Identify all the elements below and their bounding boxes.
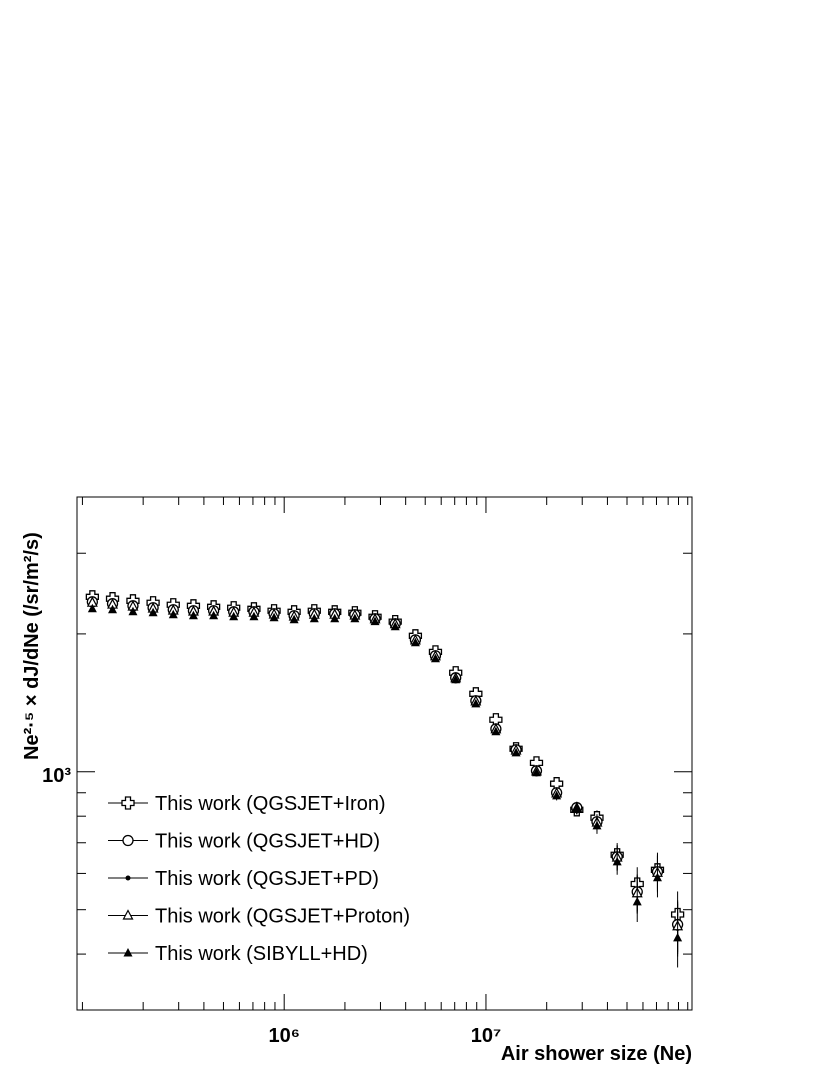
- marker-triangle-filled: [269, 612, 279, 622]
- marker-triangle-filled: [330, 613, 340, 623]
- marker-triangle-filled: [370, 616, 380, 626]
- marker-triangle-filled: [612, 856, 622, 866]
- marker-circle: [122, 834, 134, 847]
- marker-triangle-filled: [491, 726, 501, 736]
- marker-dot: [125, 875, 131, 881]
- marker-triangle-filled: [451, 674, 461, 684]
- marker-triangle-filled: [128, 606, 138, 616]
- marker-triangle-filled: [673, 932, 683, 942]
- legend-label: This work (QGSJET+Iron): [155, 793, 386, 815]
- marker-triangle-filled: [592, 820, 602, 830]
- marker-triangle-filled: [531, 767, 541, 777]
- y-tick-label: 10³: [42, 765, 71, 787]
- x-tick-label: 10⁷: [471, 1025, 502, 1047]
- marker-triangle-filled: [87, 603, 97, 613]
- marker-triangle-filled: [148, 607, 158, 617]
- marker-triangle-filled: [188, 610, 198, 620]
- marker-triangle-filled: [168, 609, 178, 619]
- marker-triangle-filled: [430, 653, 440, 663]
- legend-label: This work (SIBYLL+HD): [155, 943, 368, 965]
- marker-cross: [121, 796, 135, 810]
- marker-triangle-filled: [390, 621, 400, 631]
- marker-triangle-filled: [229, 611, 239, 621]
- marker-triangle-filled: [309, 613, 319, 623]
- marker-triangle: [122, 909, 134, 920]
- marker-triangle-filled: [289, 614, 299, 624]
- legend-label: This work (QGSJET+Proton): [155, 906, 410, 928]
- marker-triangle-filled: [209, 610, 219, 620]
- marker-triangle-filled: [511, 747, 521, 757]
- marker-triangle-filled: [249, 611, 259, 621]
- marker-triangle-filled: [410, 637, 420, 647]
- marker-triangle-filled: [652, 872, 662, 882]
- marker-triangle-filled: [552, 790, 562, 800]
- marker-triangle-filled: [123, 948, 133, 957]
- marker-triangle-filled: [572, 802, 582, 812]
- marker-triangle-filled: [350, 613, 360, 623]
- x-tick-label: 10⁶: [268, 1025, 299, 1047]
- marker-triangle-filled: [108, 604, 118, 614]
- y-axis-title: Ne²·⁵ × dJ/dNe (/sr/m²/s): [21, 532, 43, 760]
- marker-triangle-filled: [471, 698, 481, 708]
- x-axis-title: Air shower size (Ne): [501, 1043, 692, 1065]
- legend-label: This work (QGSJET+HD): [155, 831, 380, 853]
- marker-triangle-filled: [632, 896, 642, 906]
- legend-label: This work (QGSJET+PD): [155, 868, 379, 890]
- plot-frame: [76, 496, 693, 1011]
